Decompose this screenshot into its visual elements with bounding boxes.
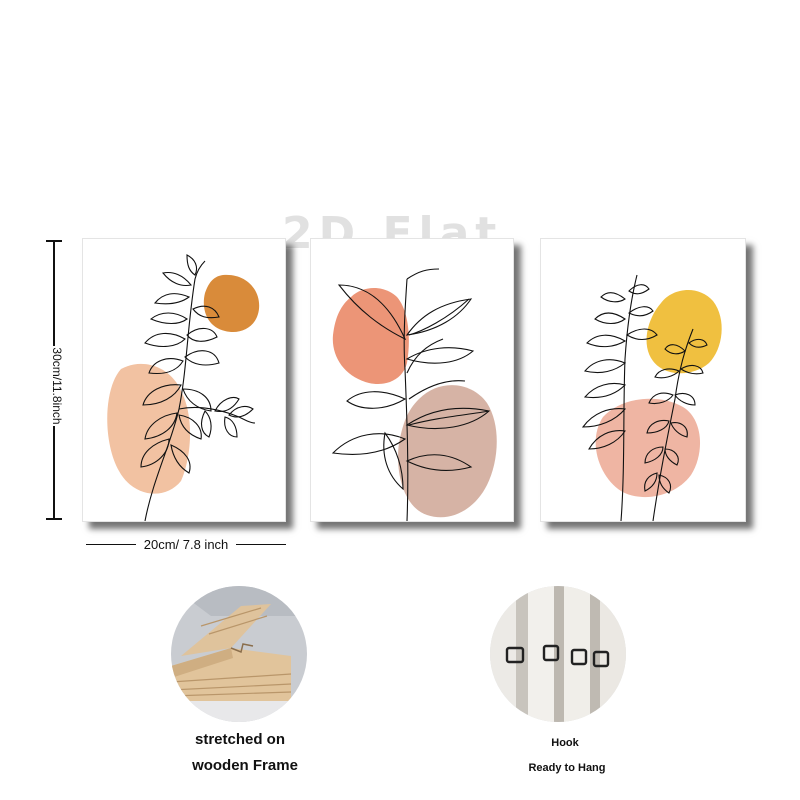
canvas-print-3: [540, 238, 746, 522]
frame-caption-line1: stretched on: [194, 731, 285, 748]
hook-caption-line2: Ready to Hang: [528, 762, 606, 774]
height-dimension-bottom-cap: [46, 518, 62, 520]
hook-photo: [490, 586, 626, 722]
print-3-artwork: [581, 274, 722, 521]
width-dimension: 20cm/ 7.8 inch: [86, 535, 287, 553]
canvas-print-2: [310, 238, 514, 522]
height-dimension-top-cap: [46, 240, 62, 242]
print-1-artwork: [107, 254, 260, 521]
wooden-frame-photo: [171, 586, 307, 722]
width-dimension-left-line: [86, 543, 136, 545]
height-dimension-label: 30cm/11.8inch: [50, 346, 64, 426]
print-2-artwork: [331, 268, 497, 521]
canvas-print-1: [82, 238, 286, 522]
width-dimension-right-line: [236, 543, 287, 545]
frame-caption-line2: wooden Frame: [192, 757, 298, 774]
width-dimension-label: 20cm/ 7.8 inch: [143, 536, 229, 552]
hook-caption-line1: Hook: [551, 737, 579, 749]
